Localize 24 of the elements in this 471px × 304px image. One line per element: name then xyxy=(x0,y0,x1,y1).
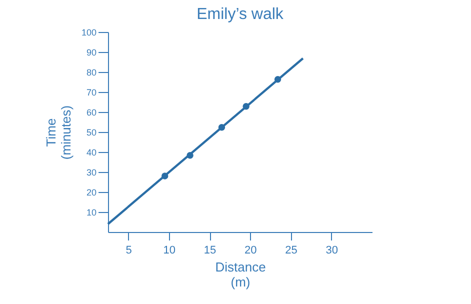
y-tick-label: 10 xyxy=(86,208,96,218)
point xyxy=(274,76,282,83)
x-tick-label: 5 xyxy=(126,244,132,256)
x-tick-label: 25 xyxy=(285,244,298,256)
y-tick-label: 100 xyxy=(81,28,96,38)
x-tick-label: 30 xyxy=(326,244,338,256)
point xyxy=(162,172,168,180)
y-tick-label: 40 xyxy=(86,148,96,158)
x-tick-label: 20 xyxy=(244,244,257,256)
point xyxy=(242,103,250,110)
point xyxy=(218,124,226,131)
chart-title: Emily’s walk xyxy=(196,6,284,23)
x-tick-label: 10 xyxy=(163,244,176,256)
point xyxy=(186,152,194,159)
y-tick-label: 80 xyxy=(86,68,96,78)
x-tick-label: 15 xyxy=(204,244,216,256)
y-tick-label: 60 xyxy=(86,108,96,118)
y-tick-label: 20 xyxy=(86,188,96,198)
y-tick-label: 70 xyxy=(86,88,96,98)
y-axis-title: Time (minutes) xyxy=(43,105,74,160)
y-tick-label: 50 xyxy=(86,128,96,138)
y-tick-label: 90 xyxy=(86,48,96,58)
x-axis-title: Distance (m) xyxy=(215,260,266,290)
y-tick-label: 30 xyxy=(86,168,96,178)
